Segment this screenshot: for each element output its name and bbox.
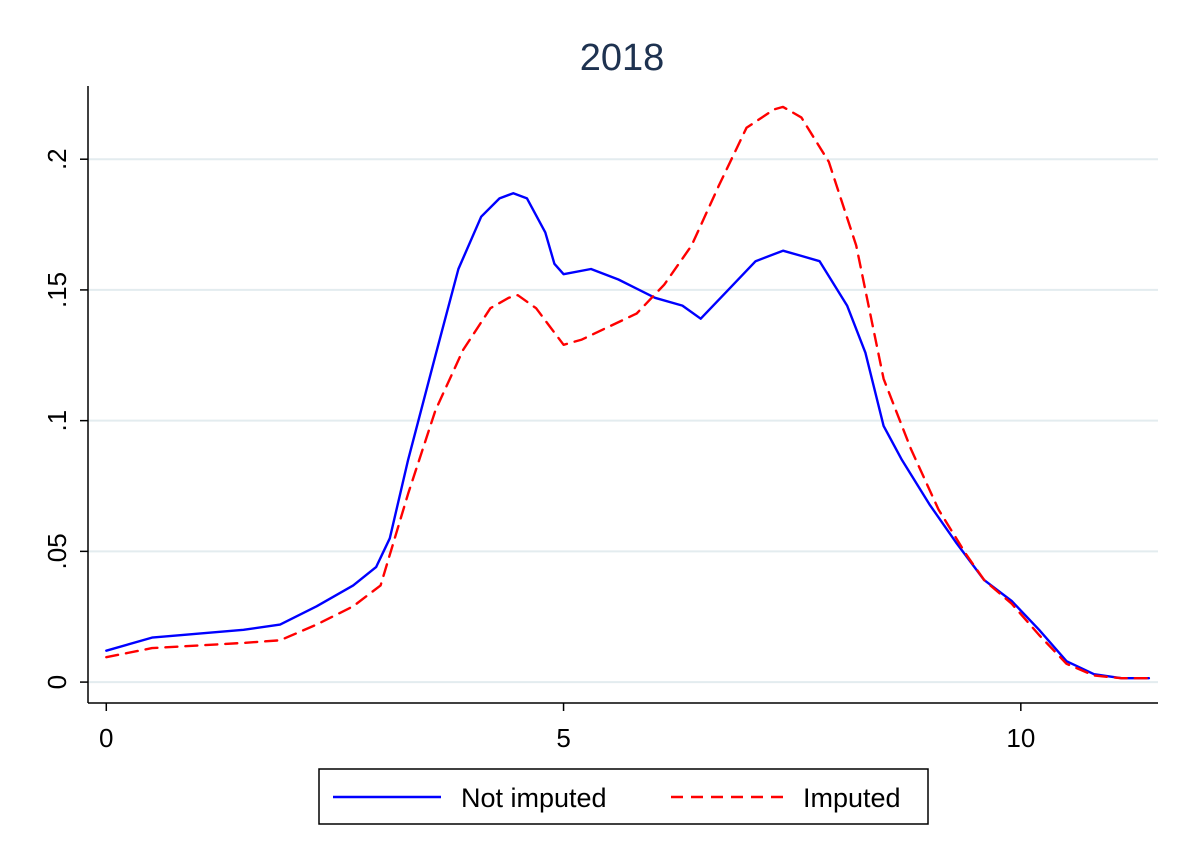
y-tick-label: .05 xyxy=(42,533,72,569)
chart-title: 2018 xyxy=(580,37,665,79)
y-tick-label: .2 xyxy=(42,148,72,170)
series-line-not-imputed xyxy=(105,192,1151,680)
y-tick-label: 0 xyxy=(42,675,72,689)
x-tick-label: 5 xyxy=(556,723,570,753)
legend-label: Not imputed xyxy=(461,783,607,813)
legend-label: Imputed xyxy=(803,783,901,813)
y-tick-label: .1 xyxy=(42,410,72,432)
y-tick-label: .15 xyxy=(42,272,72,308)
gridlines xyxy=(88,158,1158,684)
series-line-imputed xyxy=(105,105,1151,680)
series-lines xyxy=(105,105,1151,680)
x-tick-label: 0 xyxy=(99,723,113,753)
x-tick-label: 10 xyxy=(1006,723,1035,753)
legend: Not imputed Imputed xyxy=(318,768,929,825)
axes: 0 .05 .1 .15 .2 0 5 10 xyxy=(42,86,1158,753)
